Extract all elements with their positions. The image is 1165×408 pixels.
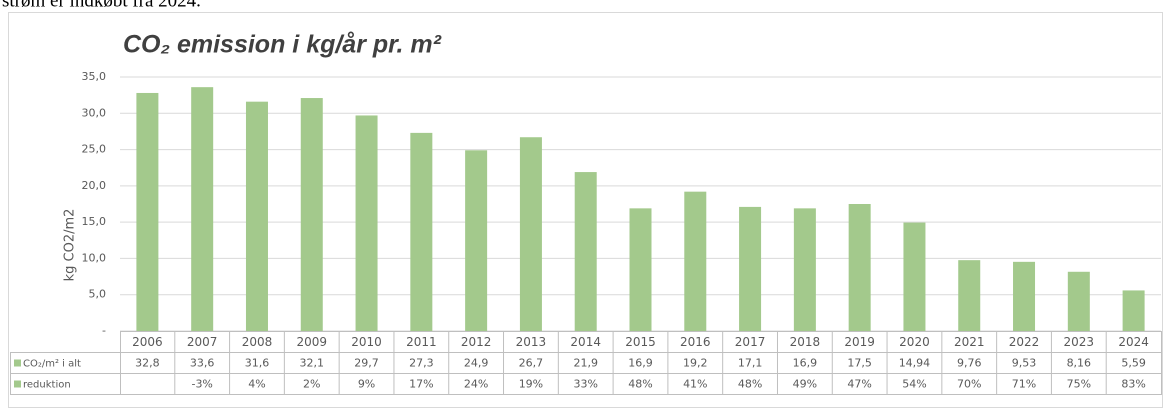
table-value: 31,6 [245, 357, 270, 370]
table-value: 16,9 [628, 357, 653, 370]
y-tick-label: 35,0 [82, 70, 107, 83]
y-tick-label: 20,0 [82, 179, 107, 192]
x-tick-label: 2019 [844, 335, 875, 349]
bar [629, 208, 652, 331]
bar [574, 172, 597, 331]
table-value: 9% [358, 378, 375, 391]
table-value: 47% [847, 378, 871, 391]
table-value: 32,8 [135, 357, 160, 370]
table-value: 21,9 [573, 357, 598, 370]
x-tick-label: 2008 [242, 335, 273, 349]
y-axis-label: kg CO2/m2 [63, 209, 78, 282]
legend-label: reduktion [23, 380, 71, 391]
x-tick-label: 2009 [296, 335, 327, 349]
bar [519, 137, 542, 331]
x-tick-label: 2007 [187, 335, 218, 349]
bar [1067, 271, 1090, 331]
table-value: 54% [902, 378, 926, 391]
x-tick-label: 2018 [790, 335, 821, 349]
x-tick-label: 2021 [954, 335, 985, 349]
bar [958, 260, 981, 331]
bar [465, 150, 488, 331]
bar [1122, 290, 1145, 331]
table-value: 2% [303, 378, 320, 391]
bar [410, 132, 433, 331]
x-tick-label: 2023 [1064, 335, 1095, 349]
table-value: 27,3 [409, 357, 434, 370]
y-tick-label: 5,0 [89, 288, 107, 301]
table-value: 17% [409, 378, 433, 391]
bar [684, 191, 707, 331]
table-value: 19% [519, 378, 543, 391]
bar [903, 222, 926, 331]
chart-title: CO₂ emission i kg/år pr. m² [123, 31, 442, 59]
table-value: 9,53 [1012, 357, 1037, 370]
table-value: 5,59 [1121, 357, 1146, 370]
table-value: 17,1 [738, 357, 763, 370]
table-value: 26,7 [519, 357, 544, 370]
x-tick-label: 2006 [132, 335, 163, 349]
legend-swatch [14, 359, 21, 367]
table-value: 48% [628, 378, 652, 391]
x-tick-label: 2012 [461, 335, 492, 349]
bar [245, 101, 268, 331]
legend-label: CO₂/m² i alt [23, 359, 81, 370]
y-tick-label: 15,0 [82, 215, 107, 228]
y-tick-label: - [102, 324, 106, 337]
y-tick-label: 30,0 [82, 106, 107, 119]
bar [355, 115, 378, 331]
x-tick-label: 2017 [735, 335, 766, 349]
bar [739, 206, 762, 331]
table-value: 32,1 [300, 357, 325, 370]
bar [793, 208, 816, 331]
y-tick-label: 25,0 [82, 143, 107, 156]
y-tick-label: 10,0 [82, 251, 107, 264]
table-value: 24,9 [464, 357, 489, 370]
bar [1013, 261, 1036, 331]
table-value: 8,16 [1067, 357, 1092, 370]
page-caption: strøm er indkøbt fra 2024. [2, 0, 201, 11]
table-value: 33,6 [190, 357, 215, 370]
bar [300, 98, 323, 331]
table-value: 48% [738, 378, 762, 391]
x-tick-label: 2014 [570, 335, 601, 349]
table-value: 49% [793, 378, 817, 391]
table-value: 41% [683, 378, 707, 391]
x-tick-label: 2020 [899, 335, 930, 349]
table-value: 33% [573, 378, 597, 391]
legend-swatch [14, 380, 21, 388]
table-value: 19,2 [683, 357, 708, 370]
table-value: -3% [191, 378, 212, 391]
bar [136, 92, 159, 331]
bar [848, 204, 871, 331]
table-value: 83% [1121, 378, 1145, 391]
table-value: 75% [1067, 378, 1091, 391]
x-tick-label: 2024 [1118, 335, 1149, 349]
x-tick-label: 2016 [680, 335, 711, 349]
table-value: 9,76 [957, 357, 982, 370]
table-value: 71% [1012, 378, 1036, 391]
table-value: 16,9 [793, 357, 818, 370]
table-value: 24% [464, 378, 488, 391]
x-tick-label: 2010 [351, 335, 382, 349]
x-tick-label: 2022 [1009, 335, 1040, 349]
x-tick-label: 2015 [625, 335, 656, 349]
bar [191, 87, 214, 331]
x-tick-label: 2011 [406, 335, 437, 349]
x-tick-label: 2013 [516, 335, 547, 349]
table-value: 4% [248, 378, 265, 391]
table-value: 17,5 [847, 357, 872, 370]
table-value: 14,94 [899, 357, 931, 370]
table-value: 70% [957, 378, 981, 391]
table-value: 29,7 [354, 357, 379, 370]
